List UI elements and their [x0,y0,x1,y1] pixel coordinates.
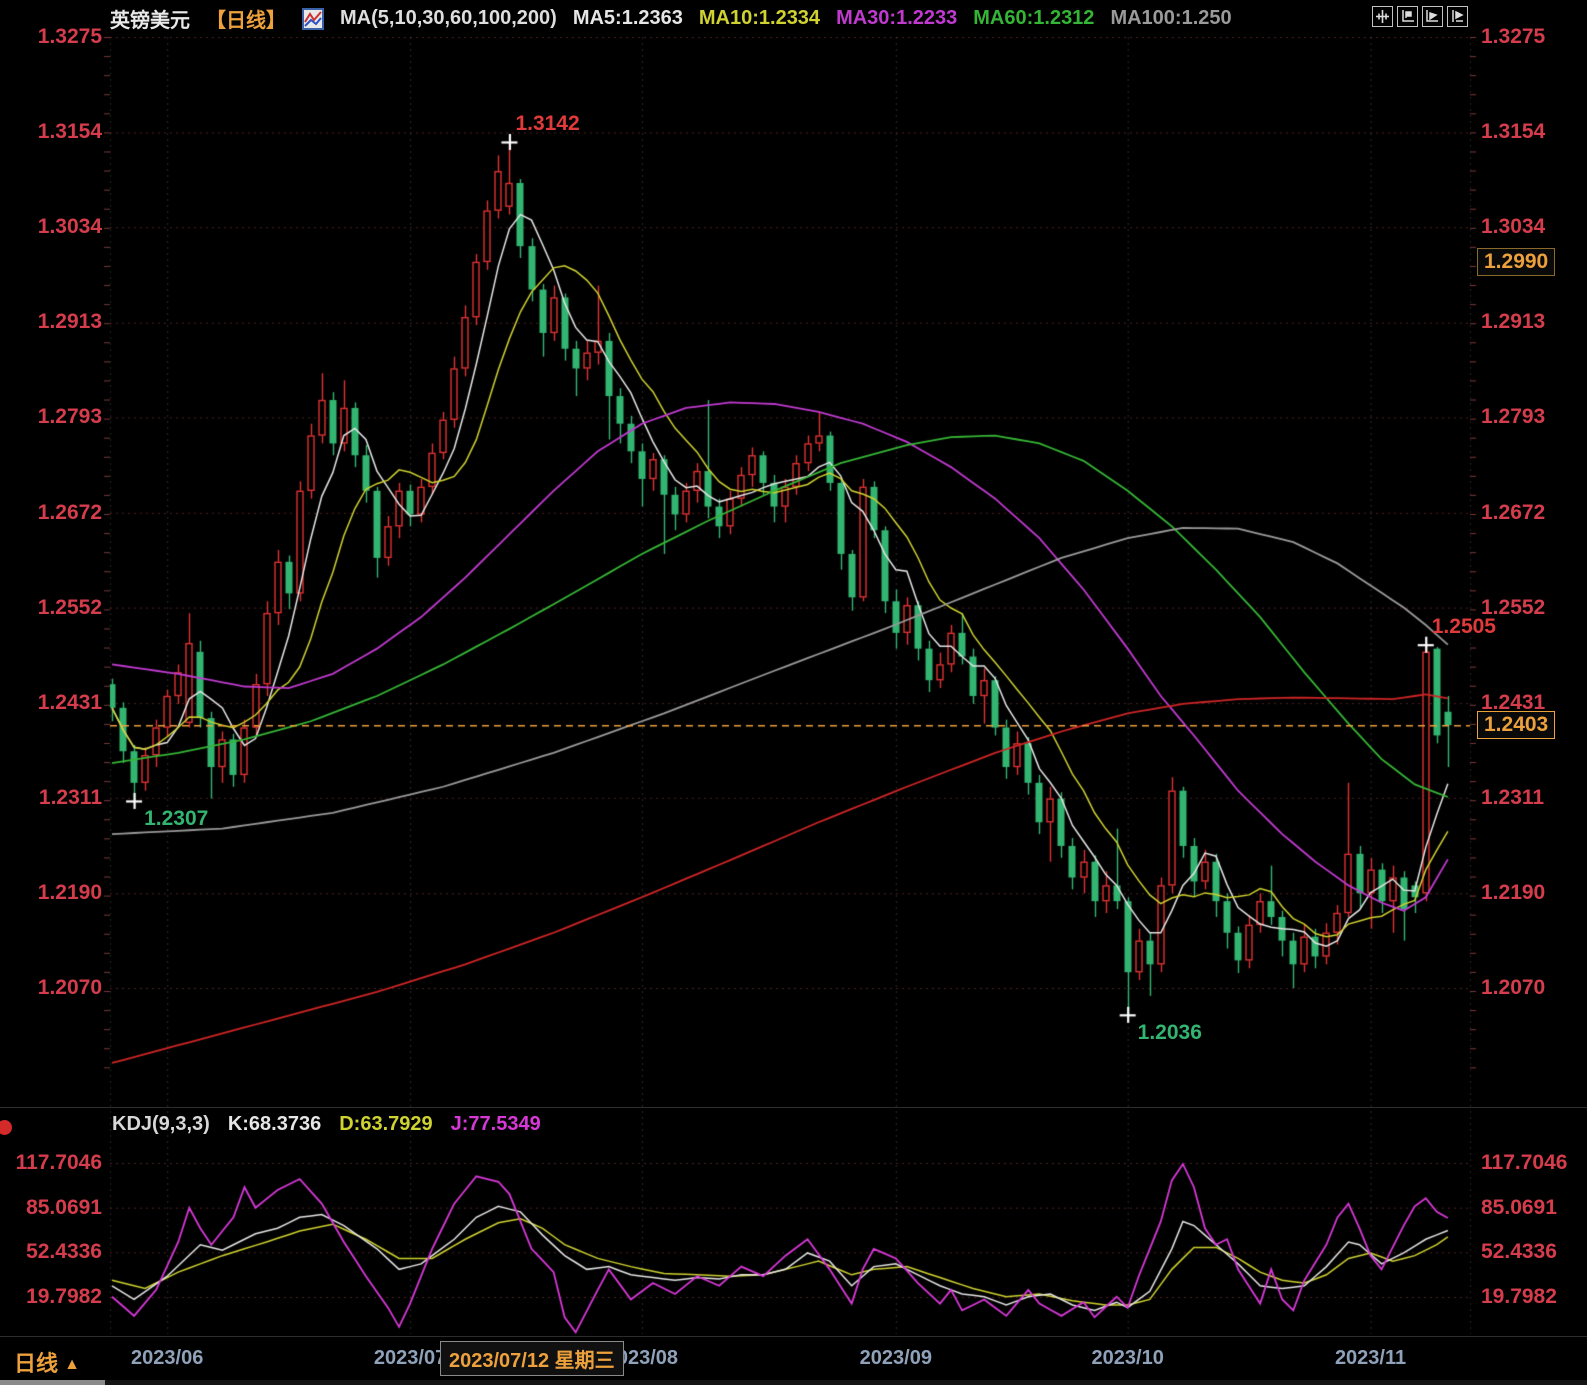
x-axis-month-label: 2023/11 [1334,1347,1407,1369]
date-hover-tooltip: 2023/07/12 星期三 [440,1341,624,1376]
ma-indicator-icon[interactable] [302,7,324,30]
kdj-d-value: D:63.7929 [339,1113,433,1135]
price-tick-label: 1.2793 [37,405,102,429]
kdj-k-value: K:68.3736 [227,1113,322,1135]
price-annotation: 1.3142 [515,111,580,135]
kdj-tick-label: 85.0691 [26,1195,102,1219]
kdj-header: KDJ(9,3,3) K:68.3736 D:63.7929 J:77.5349 [112,1113,541,1136]
ma-legend: MA5:1.2363 MA10:1.2334 MA30:1.2233 MA60:1.2… [573,7,1232,30]
period-selector[interactable]: 日线 ▲ [14,1346,80,1378]
chart-toolbar [1372,6,1468,27]
bottom-partial-row [0,1380,1587,1385]
kdj-tick-label: 85.0691 [1481,1195,1557,1219]
x-axis-month-label: 2023/09 [859,1347,932,1369]
price-tick-label: 1.2070 [37,976,102,999]
axis-flag-left-icon[interactable] [1397,6,1418,27]
bottom-partial-tab [0,1380,105,1385]
price-tick-label: 1.2311 [1481,785,1545,809]
period-up-arrow-icon: ▲ [64,1356,80,1373]
pane-separator [0,1107,1587,1108]
price-tick-label: 1.2913 [1481,310,1546,334]
price-tick-label: 1.2431 [37,690,102,714]
x-axis-month-label: 2023/10 [1091,1347,1164,1369]
kdj-tick-label: 19.7982 [26,1285,102,1308]
move-crosshair-icon[interactable] [1372,6,1393,27]
x-axis-month-label: 2023/08 [605,1347,679,1369]
price-annotation: 1.2307 [144,806,209,830]
ma-settings-label: MA(5,10,30,60,100,200) [340,7,557,29]
price-tick-label: 1.2672 [1481,500,1546,524]
price-tick-label: 1.3275 [1481,25,1546,48]
kdj-tick-label: 117.7046 [15,1151,102,1174]
ma-legend-item: MA60:1.2312 [973,7,1095,29]
ma-legend-item: MA5:1.2363 [572,7,683,29]
price-tick-label: 1.2552 [1481,595,1546,619]
price-tick-label: 1.2311 [38,785,102,809]
price-tick-label: 1.2913 [37,310,102,334]
price-tick-label: 1.3275 [37,25,102,48]
x-axis-month-label: 2023/07 [373,1347,447,1369]
price-tick-label: 1.2190 [37,880,102,904]
x-axis-month-label: 2023/06 [131,1347,204,1369]
period-selector-label: 日线 [14,1351,59,1376]
price-boxed-label: 1.2403 [1477,711,1556,740]
chart-header: 英镑美元 【日线】 MA(5,10,30,60,100,200) MA5:1.2… [110,4,1232,33]
period-tag: 【日线】 [206,10,286,32]
axis-flag-right-icon[interactable] [1422,6,1443,27]
price-tick-label: 1.2190 [1481,880,1546,904]
price-boxed-label: 1.2990 [1477,247,1556,276]
price-tick-label: 1.2552 [37,595,102,619]
kdj-tick-label: 117.7046 [1481,1151,1568,1174]
price-tick-label: 1.2070 [1481,976,1546,999]
price-tick-label: 1.3154 [1481,120,1546,144]
price-tick-label: 1.2793 [1481,405,1546,429]
symbol-name: 英镑美元 [110,10,190,32]
price-annotation: 1.2036 [1137,1020,1202,1044]
ma-legend-item: MA10:1.2334 [698,7,821,29]
alert-dot-icon [0,1120,12,1135]
axis-flag-out-icon[interactable] [1447,6,1468,27]
kdj-title: KDJ(9,3,3) [112,1113,210,1135]
price-tick-label: 1.2672 [37,500,102,524]
price-tick-label: 1.3154 [37,120,102,144]
ma-legend-item: MA100:1.250 [1110,7,1232,29]
xaxis-separator [0,1336,1587,1337]
price-tick-label: 1.2431 [1481,690,1546,714]
price-tick-label: 1.3034 [37,215,102,239]
kdj-tick-label: 52.4336 [26,1240,102,1264]
kdj-tick-label: 19.7982 [1481,1285,1557,1308]
price-tick-label: 1.3034 [1481,215,1546,239]
kdj-j-value: J:77.5349 [450,1113,541,1135]
price-annotation: 1.2505 [1431,614,1496,638]
kdj-tick-label: 52.4336 [1481,1240,1557,1264]
ma-legend-item: MA30:1.2233 [836,7,958,29]
